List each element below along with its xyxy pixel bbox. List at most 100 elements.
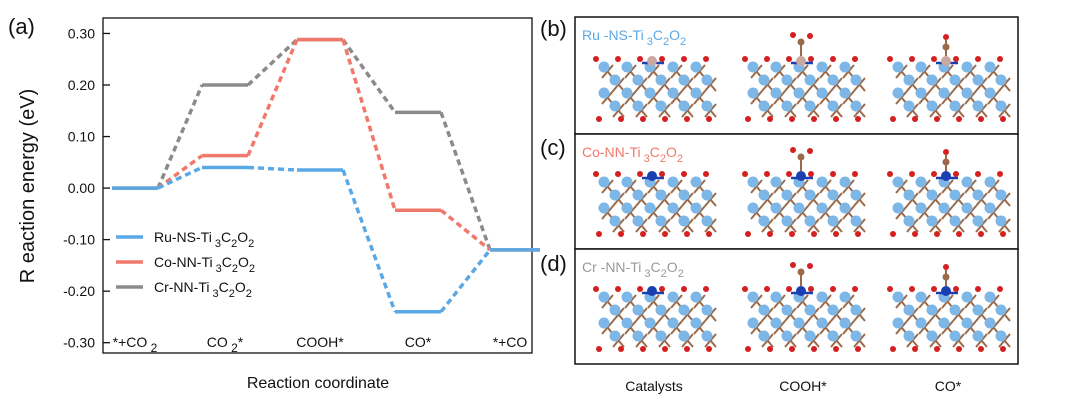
ti-atom — [758, 304, 770, 316]
slab-structure — [742, 262, 866, 352]
ti-atom — [850, 189, 862, 201]
x-axis-title: Reaction coordinate — [247, 375, 389, 392]
o-atom — [615, 171, 621, 177]
o-atom — [742, 171, 748, 177]
ti-atom — [770, 87, 782, 99]
o-atom — [909, 56, 915, 62]
o-atom — [855, 231, 861, 237]
ti-atom — [632, 330, 644, 342]
metal-atom — [647, 171, 657, 181]
ti-atom — [961, 61, 973, 73]
o-atom — [934, 231, 940, 237]
ti-atom — [701, 304, 713, 316]
metal-atom — [647, 56, 657, 66]
ti-atom — [758, 215, 770, 227]
column-label-cooh: COOH* — [779, 378, 827, 394]
transition-connector — [156, 84, 204, 189]
c-atom — [797, 38, 805, 46]
ti-atom — [701, 74, 713, 86]
ti-atom — [621, 291, 633, 303]
ti-atom — [747, 317, 759, 329]
ti-atom — [747, 291, 759, 303]
slab-structure — [593, 171, 717, 237]
slab-structure — [593, 56, 717, 122]
ti-atom — [609, 215, 621, 227]
panel-b-tag: (b) — [540, 16, 567, 41]
y-tick-label: -0.10 — [63, 232, 95, 248]
ti-atom — [915, 87, 927, 99]
ti-atom — [781, 74, 793, 86]
o-atom — [742, 56, 748, 62]
o-atom — [852, 171, 858, 177]
ti-atom — [949, 100, 961, 112]
ti-atom — [839, 202, 851, 214]
ti-atom — [667, 291, 679, 303]
ti-atom — [915, 202, 927, 214]
column-label-catalysts: Catalysts — [625, 378, 683, 394]
o-atom — [912, 116, 918, 122]
ti-atom — [903, 100, 915, 112]
ti-atom — [984, 291, 996, 303]
ti-atom — [781, 330, 793, 342]
o-atom — [833, 231, 839, 237]
o-atom — [997, 171, 1003, 177]
ti-atom — [995, 189, 1007, 201]
ti-atom — [995, 304, 1007, 316]
metal-atom — [796, 286, 806, 296]
ti-atom — [984, 61, 996, 73]
ti-atom — [655, 330, 667, 342]
o-atom — [659, 171, 665, 177]
o-atom — [618, 116, 624, 122]
ti-atom — [667, 87, 679, 99]
legend-entry: Co-NN-Ti 3C2O2 — [154, 254, 255, 275]
ti-atom — [667, 176, 679, 188]
transition-connector — [439, 208, 492, 252]
ti-atom — [609, 74, 621, 86]
ti-atom — [926, 304, 938, 316]
o-atom — [681, 286, 687, 292]
o-atom — [745, 116, 751, 122]
o-atom — [912, 231, 918, 237]
ti-atom — [632, 189, 644, 201]
y-axis-title: R eaction energy (eV) — [17, 89, 39, 284]
panel-c-tag: (c) — [540, 135, 566, 160]
ti-atom — [621, 317, 633, 329]
o-atom — [807, 148, 813, 154]
o-atom — [811, 116, 817, 122]
ti-atom — [995, 330, 1007, 342]
o-atom — [943, 34, 949, 40]
ti-atom — [926, 189, 938, 201]
ti-atom — [621, 87, 633, 99]
o-atom — [684, 346, 690, 352]
ti-atom — [804, 330, 816, 342]
molecular-structures — [593, 32, 1011, 352]
o-atom — [640, 116, 646, 122]
o-atom — [789, 116, 795, 122]
y-tick-label: 0.20 — [68, 77, 95, 93]
column-label-co: CO* — [935, 378, 962, 394]
metal-atom — [796, 171, 806, 181]
ti-atom — [961, 317, 973, 329]
o-atom — [975, 171, 981, 177]
y-tick-label: -0.20 — [63, 283, 95, 299]
ti-atom — [632, 215, 644, 227]
ti-atom — [804, 215, 816, 227]
ti-atom — [984, 87, 996, 99]
o-atom — [909, 286, 915, 292]
metal-atom — [941, 171, 951, 181]
ti-atom — [690, 61, 702, 73]
ti-atom — [827, 215, 839, 227]
x-category-labels: *+CO 2 CO 2* COOH* CO* *+CO — [113, 334, 528, 355]
structure-title-d: Cr -NN-Ti 3C2O2 — [582, 259, 684, 280]
o-atom — [659, 56, 665, 62]
o-atom — [767, 231, 773, 237]
c-atom — [942, 43, 950, 51]
o-atom — [943, 149, 949, 155]
ti-atom — [915, 317, 927, 329]
o-atom — [789, 346, 795, 352]
ti-atom — [804, 304, 816, 316]
ti-atom — [621, 176, 633, 188]
ti-atom — [632, 100, 644, 112]
ti-atom — [839, 317, 851, 329]
ti-atom — [827, 74, 839, 86]
